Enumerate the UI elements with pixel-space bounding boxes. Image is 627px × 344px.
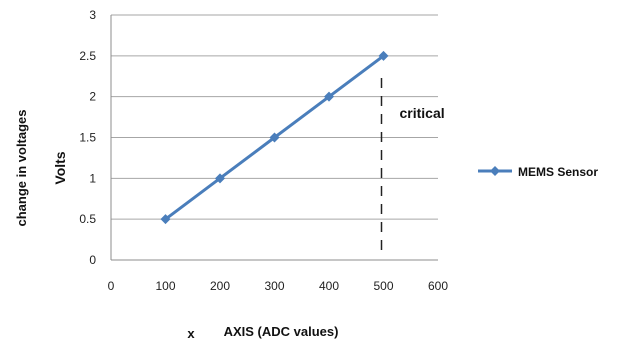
- data-point: [378, 50, 389, 61]
- data-point: [269, 132, 280, 143]
- data-point: [324, 91, 334, 102]
- y-tick-label: 2.5: [79, 49, 96, 63]
- data-point: [160, 214, 171, 225]
- x-axis-label: AXIS (ADC values): [224, 324, 339, 339]
- axes: [110, 15, 438, 261]
- y-tick-label: 3: [89, 8, 96, 22]
- y-tick-label: 2: [89, 90, 96, 104]
- legend-label: MEMS Sensor: [518, 165, 598, 179]
- x-tick-label: 300: [264, 279, 284, 293]
- annotations: critical: [380, 78, 445, 250]
- x-tick-label: 200: [210, 279, 230, 293]
- x-tick-labels: 0 100 200 300 400 500 600: [108, 279, 449, 293]
- series-plot: [160, 50, 389, 225]
- grid-lines: [111, 14, 438, 220]
- y-axis-label-outer: change in voltages: [14, 109, 29, 226]
- y-axis-label-inner: Volts: [52, 151, 68, 184]
- legend: MEMS Sensor: [478, 165, 598, 179]
- x-tick-label: 400: [319, 279, 339, 293]
- y-tick-label: 0: [89, 253, 96, 267]
- x-tick-label: 0: [108, 279, 115, 293]
- y-tick-label: 1: [89, 171, 96, 185]
- y-tick-labels: 0 0.5 1 1.5 2 2.5 3: [79, 8, 96, 267]
- x-tick-label: 600: [428, 279, 448, 293]
- data-point: [215, 173, 225, 184]
- x-tick-label: 100: [155, 279, 175, 293]
- legend-marker: [490, 166, 500, 176]
- x-axis-label-prefix: x: [187, 326, 195, 341]
- y-tick-label: 0.5: [79, 212, 96, 226]
- critical-label: critical: [400, 105, 445, 121]
- x-tick-label: 500: [373, 279, 393, 293]
- y-tick-label: 1.5: [79, 131, 96, 145]
